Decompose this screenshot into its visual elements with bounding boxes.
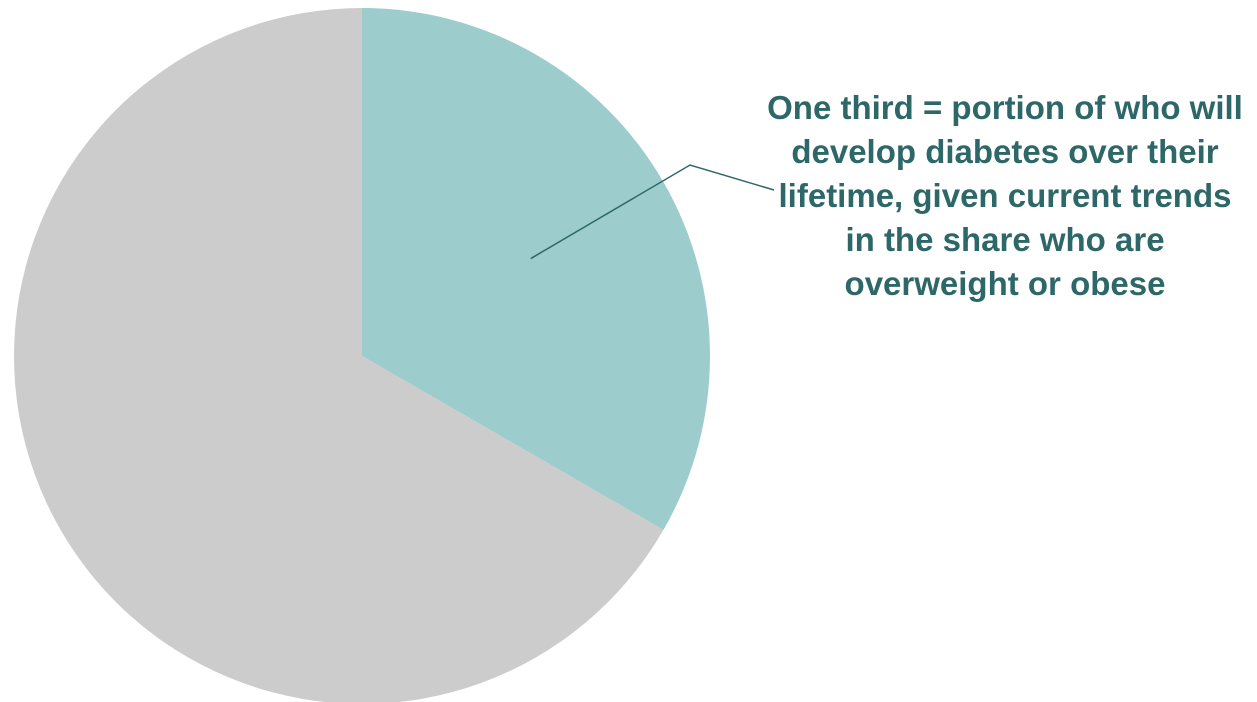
annotation-leader-line	[530, 164, 775, 260]
pie-slice-highlight	[362, 8, 710, 530]
slice-annotation: One third = portion of who will develop …	[767, 89, 1243, 302]
pie-slices	[14, 8, 710, 702]
pie-slice-remainder	[14, 8, 664, 702]
